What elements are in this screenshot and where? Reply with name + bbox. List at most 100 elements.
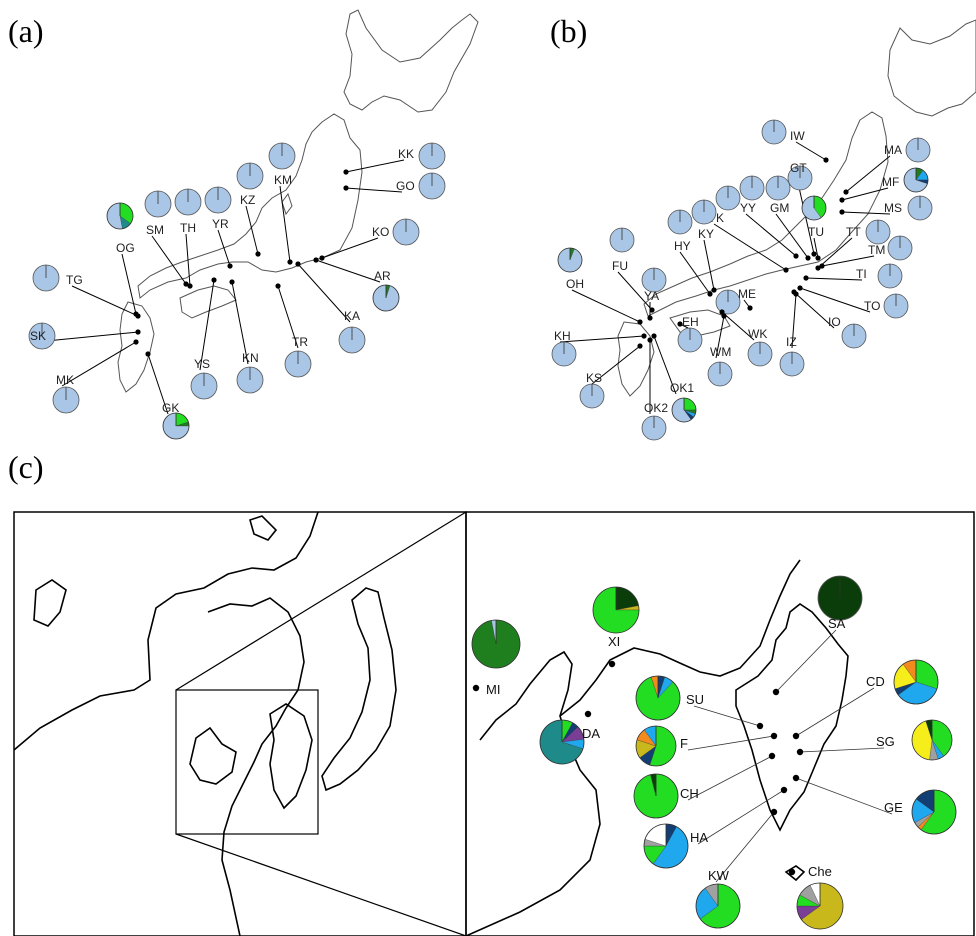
site-ma-dot [843,189,849,195]
site-tg-leader [71,285,139,317]
site-mi-label: MI [486,682,500,697]
site-me: ME [715,287,756,315]
site-tr: TR [275,283,312,378]
site-kk-dot [343,169,349,175]
site-yk: YK [708,185,789,273]
site-og-label: OG [116,241,135,255]
site-hy-leader [679,251,711,295]
site-sa-dot [772,688,780,696]
site-iz: IZ [779,291,805,377]
site-tr-leader [277,285,299,349]
site-gm-label: GM [770,201,789,215]
site-yy: YY [739,175,799,259]
site-tu-label: TU [808,225,824,239]
panel-c-detail-map [465,559,849,936]
site-f-leader [687,735,775,751]
site-gk-leader [147,353,169,415]
site-kn-dot [229,279,235,285]
site-wm: WM [707,313,733,387]
hokkaido-outline-a [343,9,479,113]
site-f-label: F [680,736,688,751]
site-fu: FU [609,227,655,313]
continent-coast-2 [207,597,305,936]
site-kw-leader [715,811,775,883]
panel-b-label: (b) [550,13,587,49]
site-sg-dot [796,748,804,756]
site-km-leader [279,185,291,263]
shikoku-outline-a [179,285,237,319]
site-tu-leader [813,237,819,259]
site-xi: XI [592,586,640,668]
site-ok1: OK1 [651,333,697,423]
site-ka-dot [295,261,301,267]
site-wm-label: WM [710,345,731,359]
site-mk: MK [52,339,139,414]
site-gk: GK [145,351,190,440]
site-ge: GE [792,774,957,835]
site-ar-dot [313,257,319,263]
site-th: TH [174,188,202,289]
site-yy-leader [745,213,797,257]
site-iz-leader [791,293,797,349]
site-kw-dot [770,808,778,816]
site-xi-dot [608,660,616,668]
site-ch: CH [633,752,776,819]
site-ky-dot [711,287,717,293]
site-th-leader [185,233,191,287]
japan-honshu-c [321,587,397,792]
site-ks-label: KS [586,371,602,385]
site-ys-leader [199,279,215,371]
site-kh: KH [551,329,647,367]
panel-c-detail-frame [465,511,975,936]
site-da-dot [584,710,592,718]
panel-a-map [117,9,479,393]
site-wk: WK [719,309,773,367]
site-gm-dot [805,255,811,261]
site-kh-dot [641,333,647,339]
site-ch-label: CH [680,786,699,801]
site-me-dot [747,305,753,311]
site-gk-label: GK [162,401,179,415]
site-ar: AR [313,257,400,312]
detail-coast-north [465,559,801,936]
site-cd-label: CD [866,674,885,689]
honshu-outline-b [643,111,889,317]
site-sa-label: SA [828,616,846,631]
site-ok1-dot [651,333,657,339]
site-wm-dot [721,313,727,319]
site-iw-dot [823,157,829,163]
site-sa-leader [775,629,837,693]
site-to-label: TO [864,299,880,313]
site-tm: TM [819,235,913,269]
site-wk-leader [721,311,755,341]
site-to: TO [797,285,909,319]
site-tt-label: TT [846,225,861,239]
site-ka-label: KA [344,309,360,323]
site-ya-dot [647,315,653,321]
site-io: IO [791,289,867,349]
korea-peninsula [269,703,313,810]
kyushu-outline-b [617,321,655,397]
site-ge-dot [792,774,800,782]
panel-a-label: (a) [8,13,44,49]
site-tg: TG [32,264,141,319]
site-fu-label: FU [612,259,628,273]
site-ya-label: YA [644,289,659,303]
site-sk-label: SK [30,329,46,343]
site-su-label: SU [686,692,704,707]
site-kn-leader [231,281,249,365]
korea-detail [735,603,849,832]
site-io-leader [793,291,835,329]
site-wk-dot [719,309,725,315]
site-yy-dot [793,253,799,259]
site-tg-dot [135,313,141,319]
site-mk-dot [133,339,139,345]
site-sg-label: SG [876,734,895,749]
site-yr-leader [217,229,231,267]
site-ha-leader [697,789,785,845]
site-ks-dot [637,343,643,349]
site-ks: KS [579,343,643,409]
site-hy: HY [667,209,713,297]
site-ok2-dot [647,337,653,343]
